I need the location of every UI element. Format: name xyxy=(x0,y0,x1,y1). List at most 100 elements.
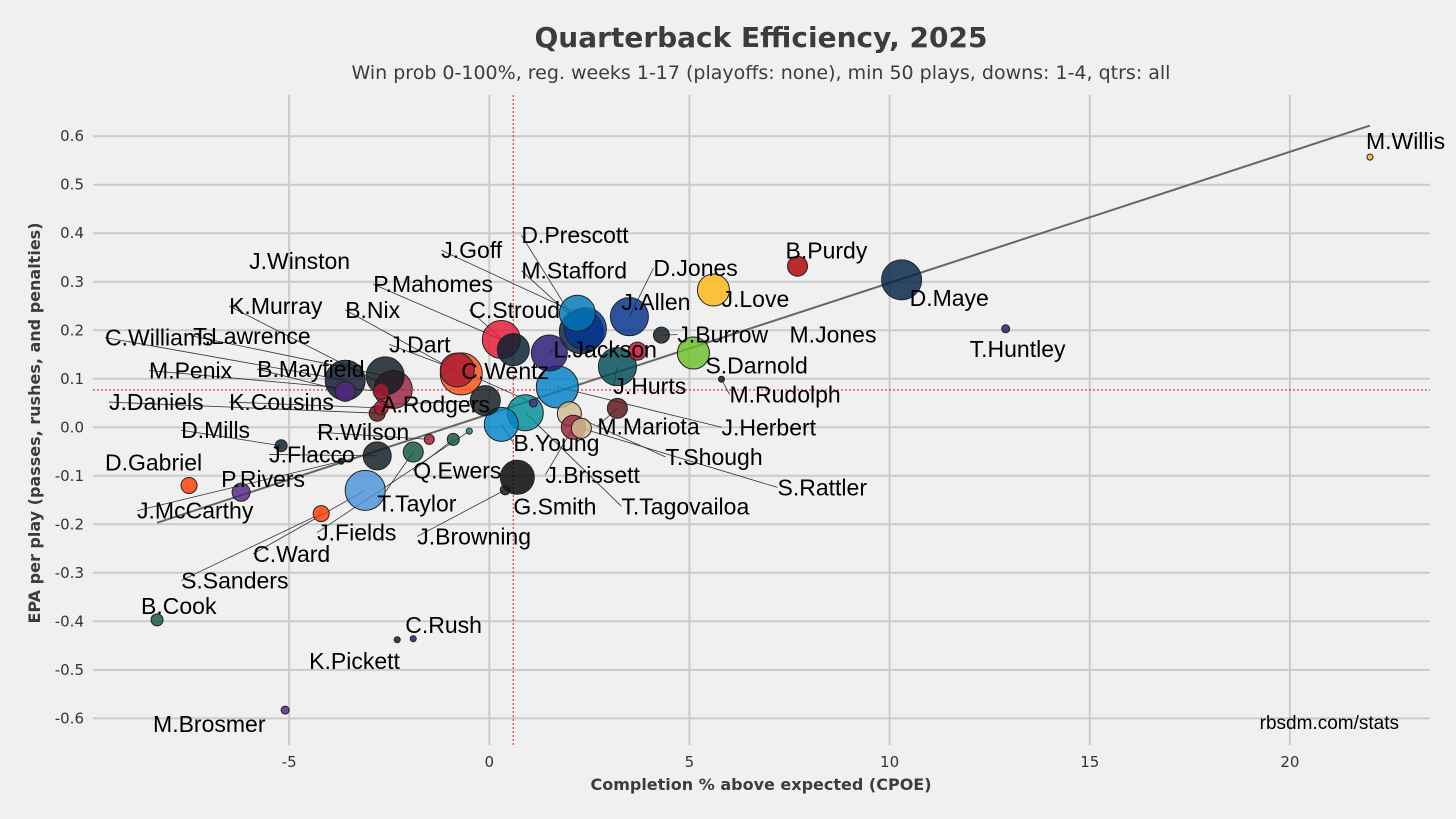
y-tick-label: -0.2 xyxy=(55,515,84,533)
trend-line xyxy=(156,124,1371,524)
label-t-tagovailoa: T.Tagovailoa xyxy=(621,493,749,519)
leader-j-fields xyxy=(316,430,470,533)
point-labels: M.Willis D.Maye B.Purdy T.Huntley J.Love D.Jo… xyxy=(105,128,1445,737)
label-d-prescott: D.Prescott xyxy=(521,222,629,248)
point-b-mayfield xyxy=(334,380,356,402)
y-tick-label: 0.6 xyxy=(60,127,84,145)
label-c-wentz: C.Wentz xyxy=(461,358,549,384)
x-tick-label: 20 xyxy=(1280,753,1299,771)
label-s-darnold: S.Darnold xyxy=(705,353,807,379)
point-j-love xyxy=(696,273,730,307)
point-c-ward xyxy=(344,469,386,511)
leader-s-rattler xyxy=(581,427,778,488)
point-d-mills xyxy=(274,439,288,453)
label-g-smith: G.Smith xyxy=(513,493,596,519)
label-r-wilson: R.Wilson xyxy=(317,419,409,445)
gridlines xyxy=(93,95,1430,745)
label-p-mahomes: P.Mahomes xyxy=(373,271,493,297)
point-m-brosmer xyxy=(280,705,290,715)
label-b-young: B.Young xyxy=(513,430,599,456)
label-m-penix: M.Penix xyxy=(149,358,233,384)
label-b-nix: B.Nix xyxy=(345,297,400,323)
x-tick-label: 15 xyxy=(1080,753,1099,771)
point-k-cousins xyxy=(373,400,389,416)
label-c-williams: C.Williams xyxy=(105,325,214,351)
x-tick-label: -5 xyxy=(282,753,297,771)
leader-t-tagovailoa xyxy=(525,412,622,507)
label-j-burrow: J.Burrow xyxy=(677,322,768,348)
point-j-mccarthy xyxy=(337,457,345,465)
label-d-gabriel: D.Gabriel xyxy=(105,450,202,476)
point-c-rush xyxy=(409,635,417,643)
label-j-daniels: J.Daniels xyxy=(109,389,204,415)
label-p-rivers: P.Rivers xyxy=(221,466,305,492)
point-d-gabriel xyxy=(180,476,198,494)
point-j-fields xyxy=(465,427,473,435)
label-c-stroud: C.Stroud xyxy=(469,297,560,323)
source-credit: rbsdm.com/stats xyxy=(1260,713,1399,734)
label-t-shough: T.Shough xyxy=(665,444,762,470)
point-c-wentz xyxy=(528,398,538,408)
point-m-willis xyxy=(1366,153,1374,161)
axis-ticks: -5 0 5 10 15 20 0.6 0.5 0.4 0.3 0.2 0.1 0.0 -0.1 -0.2 -… xyxy=(55,127,1300,771)
leader-j-daniels xyxy=(108,401,378,414)
label-j-herbert: J.Herbert xyxy=(721,414,816,440)
y-tick-label: -0.5 xyxy=(55,661,84,679)
leader-r-wilson xyxy=(317,431,430,440)
point-j-burrow xyxy=(652,326,670,344)
label-k-murray: K.Murray xyxy=(229,293,323,319)
label-j-brissett: J.Brissett xyxy=(545,462,640,488)
label-j-flacco: J.Flacco xyxy=(269,441,355,467)
label-j-allen: J.Allen xyxy=(621,289,690,315)
y-tick-label: -0.4 xyxy=(55,612,84,630)
y-tick-label: -0.6 xyxy=(55,709,84,727)
x-tick-label: 0 xyxy=(485,753,495,771)
point-d-maye xyxy=(881,259,923,301)
point-b-young xyxy=(483,406,519,442)
label-b-cook: B.Cook xyxy=(141,593,217,619)
chart-title: Quarterback Efficiency, 2025 xyxy=(535,21,988,54)
label-d-mills: D.Mills xyxy=(181,417,250,443)
point-c-stroud xyxy=(496,333,530,367)
label-j-mccarthy: J.McCarthy xyxy=(137,498,254,524)
label-m-rudolph: M.Rudolph xyxy=(729,381,840,407)
x-axis-label: Completion % above expected (CPOE) xyxy=(590,775,931,794)
y-tick-label: -0.1 xyxy=(55,467,84,485)
leader-c-williams xyxy=(104,337,346,381)
y-tick-label: -0.3 xyxy=(55,564,84,582)
label-l-jackson: L.Jackson xyxy=(553,337,657,363)
point-s-rattler xyxy=(570,417,592,439)
point-d-jones xyxy=(609,297,649,337)
label-q-ewers: Q.Ewers xyxy=(413,457,501,483)
point-s-sanders xyxy=(312,505,330,523)
point-b-cook xyxy=(150,613,164,627)
label-j-dart: J.Dart xyxy=(389,331,451,357)
point-m-penix xyxy=(372,382,390,400)
leader-j-flacco xyxy=(269,454,378,457)
leader-s-sanders xyxy=(180,513,322,581)
label-b-purdy: B.Purdy xyxy=(786,238,868,264)
point-r-wilson xyxy=(423,433,435,445)
point-k-pickett xyxy=(393,636,401,644)
label-j-fields: J.Fields xyxy=(317,520,396,546)
label-s-sanders: S.Sanders xyxy=(181,568,288,594)
label-m-willis: M.Willis xyxy=(1366,128,1445,154)
point-m-rudolph xyxy=(717,375,725,383)
leader-d-mills xyxy=(181,429,282,447)
label-k-pickett: K.Pickett xyxy=(309,648,400,674)
label-c-ward: C.Ward xyxy=(253,541,330,567)
label-c-rush: C.Rush xyxy=(405,612,482,638)
label-t-huntley: T.Huntley xyxy=(970,336,1066,362)
point-j-hurts xyxy=(597,347,637,387)
label-m-brosmer: M.Brosmer xyxy=(153,711,266,737)
point-a-rodgers xyxy=(469,385,501,417)
point-t-taylor xyxy=(402,441,424,463)
point-m-mariota xyxy=(606,397,628,419)
leader-c-ward xyxy=(252,489,366,555)
y-tick-label: 0.5 xyxy=(60,176,84,194)
label-j-hurts: J.Hurts xyxy=(613,373,686,399)
label-j-love: J.Love xyxy=(721,286,789,312)
y-tick-label: 0.1 xyxy=(60,370,84,388)
point-m-jones xyxy=(627,341,647,361)
